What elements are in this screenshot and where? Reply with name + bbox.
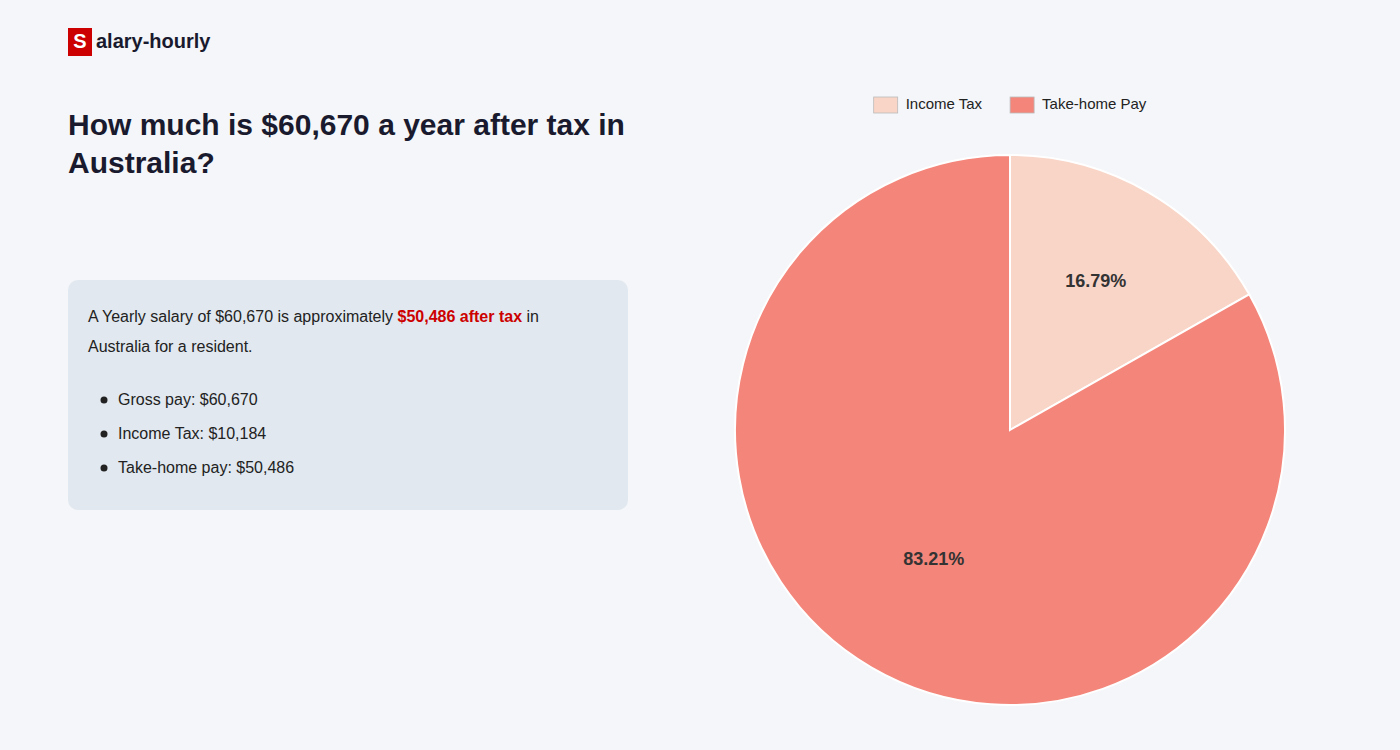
background bbox=[0, 0, 1400, 750]
bullet-text: Take-home pay: $50,486 bbox=[118, 459, 294, 476]
legend: Income Tax Take-home Pay bbox=[874, 95, 1147, 113]
data-label: 16.79% bbox=[1065, 271, 1126, 291]
bullet bbox=[101, 397, 108, 404]
info-text: Australia for a resident. bbox=[88, 338, 253, 355]
legend-swatch bbox=[874, 97, 898, 113]
info-text-part: in bbox=[522, 308, 539, 325]
legend-label: Take-home Pay bbox=[1042, 95, 1147, 112]
bullet-text: Gross pay: $60,670 bbox=[118, 391, 258, 408]
logo-text: alary-hourly bbox=[96, 30, 211, 52]
bullet bbox=[101, 465, 108, 472]
logo-box bbox=[68, 28, 92, 56]
data-label: 83.21% bbox=[903, 549, 964, 569]
logo-letter: S bbox=[73, 30, 86, 52]
bullet-text: Income Tax: $10,184 bbox=[118, 425, 266, 442]
info-text-part: A Yearly salary of $60,670 is approximat… bbox=[88, 308, 398, 325]
info-box bbox=[68, 280, 628, 510]
chart: Salary-hourly How much is $60,670 a year … bbox=[0, 0, 1400, 750]
pie bbox=[735, 155, 1285, 705]
bullet bbox=[101, 431, 108, 438]
info-text: A Yearly salary of $60,670 is approximat… bbox=[88, 308, 539, 325]
legend-label: Income Tax bbox=[906, 95, 983, 112]
legend-swatch bbox=[1010, 97, 1034, 113]
title: How much is $60,670 a year after tax in A… bbox=[68, 108, 625, 179]
info-text-part: $50,486 after tax bbox=[398, 308, 523, 325]
title-line: Australia? bbox=[68, 146, 215, 179]
title-line: How much is $60,670 a year after tax in bbox=[68, 108, 625, 141]
pie-slice bbox=[735, 155, 1285, 705]
